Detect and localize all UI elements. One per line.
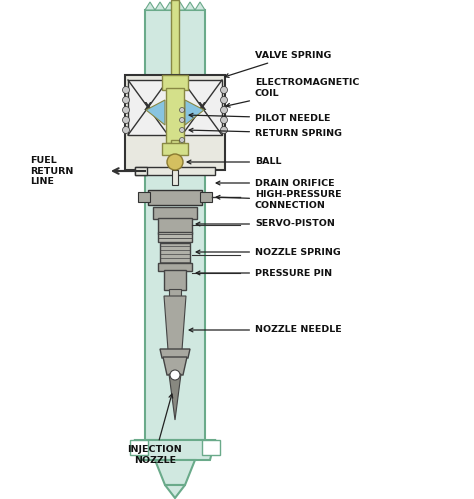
- Bar: [200, 192, 212, 202]
- Circle shape: [180, 128, 184, 133]
- Circle shape: [180, 138, 184, 143]
- Circle shape: [180, 107, 184, 112]
- Bar: [130, 440, 148, 455]
- Circle shape: [220, 127, 228, 134]
- Text: DRAIN ORIFICE: DRAIN ORIFICE: [216, 179, 335, 188]
- Polygon shape: [145, 2, 155, 10]
- Circle shape: [167, 154, 183, 170]
- Bar: [169, 289, 181, 297]
- Bar: [160, 243, 190, 265]
- Text: HIGH-PRESSURE
CONNECTION: HIGH-PRESSURE CONNECTION: [216, 190, 342, 210]
- Text: NOZZLE NEEDLE: NOZZLE NEEDLE: [189, 325, 342, 334]
- Text: INJECTION
NOZZLE: INJECTION NOZZLE: [128, 394, 182, 465]
- Bar: [171, 0, 179, 80]
- Polygon shape: [175, 2, 185, 10]
- Text: BALL: BALL: [187, 158, 282, 167]
- Circle shape: [122, 86, 129, 93]
- Circle shape: [122, 127, 129, 134]
- Polygon shape: [155, 460, 195, 485]
- Circle shape: [220, 86, 228, 93]
- Text: FUEL
RETURN
LINE: FUEL RETURN LINE: [30, 156, 73, 186]
- Polygon shape: [162, 143, 188, 155]
- Circle shape: [220, 106, 228, 113]
- Circle shape: [220, 96, 228, 103]
- Polygon shape: [185, 2, 195, 10]
- Text: PILOT NEEDLE: PILOT NEEDLE: [189, 113, 330, 122]
- Bar: [164, 270, 186, 290]
- Bar: [171, 140, 179, 152]
- Polygon shape: [160, 349, 190, 358]
- Circle shape: [180, 117, 184, 122]
- Text: X: X: [198, 102, 206, 112]
- Bar: [158, 218, 192, 234]
- Bar: [153, 207, 197, 219]
- Circle shape: [170, 370, 180, 380]
- Bar: [145, 10, 205, 440]
- Bar: [172, 170, 178, 185]
- Bar: [162, 75, 188, 90]
- Polygon shape: [163, 357, 187, 375]
- Circle shape: [122, 96, 129, 103]
- Circle shape: [122, 116, 129, 123]
- Bar: [182, 80, 222, 135]
- Text: SERVO-PISTON: SERVO-PISTON: [196, 220, 335, 229]
- Bar: [202, 440, 220, 455]
- Bar: [125, 75, 225, 170]
- Circle shape: [122, 106, 129, 113]
- Polygon shape: [195, 2, 205, 10]
- Bar: [148, 190, 202, 205]
- Polygon shape: [165, 485, 185, 498]
- Text: NOZZLE SPRING: NOZZLE SPRING: [196, 248, 341, 256]
- Text: PRESSURE PIN: PRESSURE PIN: [196, 268, 332, 277]
- Polygon shape: [165, 2, 175, 10]
- Bar: [158, 263, 192, 271]
- Polygon shape: [135, 440, 215, 460]
- Polygon shape: [155, 2, 165, 10]
- Polygon shape: [146, 100, 165, 125]
- Text: ELECTROMAGNETIC
COIL: ELECTROMAGNETIC COIL: [226, 78, 359, 107]
- Text: X: X: [144, 102, 152, 112]
- Bar: [166, 88, 184, 143]
- Bar: [135, 167, 147, 175]
- Text: VALVE SPRING: VALVE SPRING: [225, 50, 331, 77]
- Bar: [138, 192, 150, 202]
- Circle shape: [220, 116, 228, 123]
- Bar: [128, 80, 168, 135]
- Text: RETURN SPRING: RETURN SPRING: [189, 128, 342, 138]
- Polygon shape: [185, 100, 204, 125]
- Bar: [158, 232, 192, 242]
- Bar: [135, 167, 215, 175]
- Polygon shape: [169, 374, 181, 420]
- Polygon shape: [164, 296, 186, 350]
